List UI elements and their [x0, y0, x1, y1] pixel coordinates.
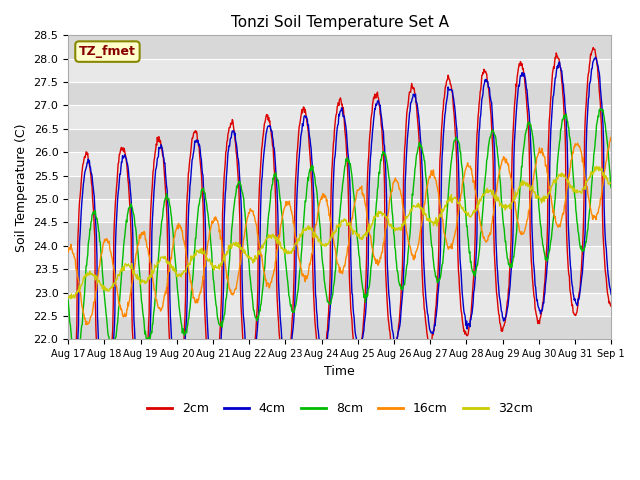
Text: TZ_fmet: TZ_fmet [79, 45, 136, 58]
Bar [68, 129, 611, 152]
Bar [68, 59, 611, 82]
Bar [68, 106, 611, 129]
Bar [68, 82, 611, 106]
X-axis label: Time: Time [324, 365, 355, 378]
Bar [68, 176, 611, 199]
Title: Tonzi Soil Temperature Set A: Tonzi Soil Temperature Set A [230, 15, 449, 30]
Bar [68, 269, 611, 292]
Bar [68, 222, 611, 246]
Bar [68, 316, 611, 339]
Bar [68, 199, 611, 222]
Legend: 2cm, 4cm, 8cm, 16cm, 32cm: 2cm, 4cm, 8cm, 16cm, 32cm [141, 397, 538, 420]
Bar [68, 292, 611, 316]
Bar [68, 152, 611, 176]
Bar [68, 246, 611, 269]
Bar [68, 36, 611, 59]
Y-axis label: Soil Temperature (C): Soil Temperature (C) [15, 123, 28, 252]
